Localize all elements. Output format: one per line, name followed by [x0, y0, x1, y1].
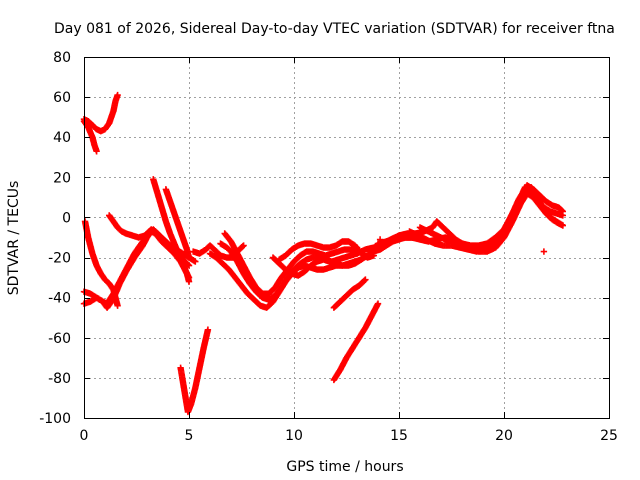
y-tick-label: 60 [53, 90, 71, 106]
data-point [114, 91, 121, 99]
data-point [559, 208, 566, 215]
series-track-i-dip [177, 326, 212, 416]
series-track-h-steep-2 [162, 186, 193, 261]
data-point [192, 258, 199, 265]
series-track-g-steep-1 [150, 176, 193, 285]
series-track-a-top-left [80, 91, 121, 135]
data-point [204, 326, 212, 333]
y-axis-title: SDTVAR / TECUs [6, 181, 22, 296]
y-tick-label: -20 [48, 251, 71, 267]
plot-frame [84, 57, 610, 419]
series-track-b-top-drop [80, 117, 100, 155]
data-point [185, 278, 193, 285]
y-tick-label: -40 [48, 291, 71, 307]
data-point [114, 302, 121, 309]
x-tick-label: 10 [285, 428, 303, 444]
data-point [362, 276, 369, 283]
x-tick-label: 15 [390, 428, 408, 444]
y-tick-label: 40 [53, 130, 71, 146]
y-tick-label: -60 [48, 331, 71, 347]
data-point [374, 300, 382, 307]
axis-ticks [84, 57, 610, 419]
series-isolated-point-2 [376, 236, 384, 243]
data-marks [80, 91, 566, 416]
x-tick-label: 5 [185, 428, 194, 444]
y-tick-label: -100 [39, 411, 71, 427]
x-axis-title: GPS time / hours [286, 459, 403, 475]
y-tick-label: 0 [62, 210, 71, 226]
data-point [185, 254, 193, 261]
chart-title: Day 081 of 2026, Sidereal Day-to-day VTE… [54, 21, 615, 37]
data-point [240, 242, 247, 249]
data-point [361, 277, 368, 284]
x-tick-label: 25 [600, 428, 618, 444]
x-tick-label: 20 [495, 428, 513, 444]
series-track-u-right-4 [416, 182, 566, 249]
series-track-m-dip-mid-3 [221, 230, 361, 297]
series-isolated-point [540, 248, 548, 255]
y-tick-label: 20 [53, 170, 71, 186]
series-track-p-lower-diag [330, 300, 382, 384]
data-point [93, 148, 100, 155]
series-track-q-short-diag [330, 276, 369, 311]
data-point [239, 243, 246, 250]
x-tick-label: 0 [80, 428, 89, 444]
y-tick-label: 80 [53, 50, 71, 66]
data-point [558, 207, 566, 214]
y-tick-label: -80 [48, 371, 71, 387]
data-point [559, 222, 566, 229]
tick-labels: 0 5 10 15 20 25 -100 -80 -60 -40 -20 0 20 40 60 80 [39, 50, 618, 444]
data-point [376, 236, 384, 243]
data-point [540, 248, 548, 255]
